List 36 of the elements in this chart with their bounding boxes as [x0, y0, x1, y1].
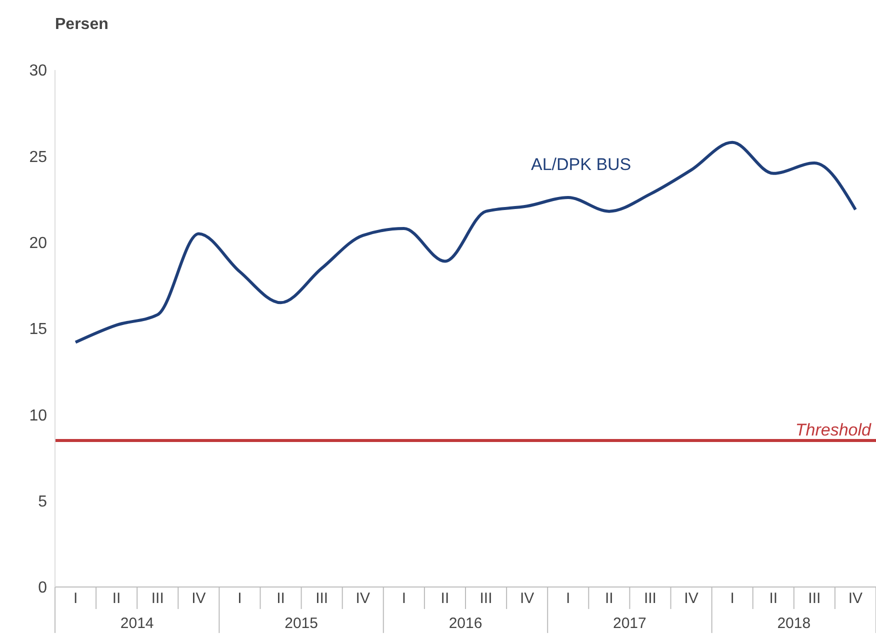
x-tick-label: IV [520, 590, 534, 607]
text: 2017 [613, 615, 646, 632]
x-tick-label: I [402, 590, 406, 607]
y-tick-label: 15 [29, 321, 48, 338]
text: 2016 [448, 615, 482, 632]
x-tick-label: IV [192, 590, 206, 607]
y-axis-title: Persen [55, 16, 108, 34]
x-tick-label: III [151, 590, 164, 607]
x-tick-label: I [566, 590, 570, 607]
x-tick-label: II [112, 590, 121, 607]
x-tick-label: I [73, 590, 78, 607]
y-tick-label: 20 [29, 235, 48, 252]
series-label: AL/DPK BUS [531, 155, 632, 175]
x-tick-label: IV [848, 590, 863, 607]
ref-line-label: Threshold [795, 420, 872, 440]
x-tick-label: III [316, 590, 328, 607]
text: 2015 [284, 615, 318, 632]
y-tick-label: 30 [29, 62, 48, 80]
x-tick-label: II [769, 590, 778, 607]
x-tick-label: II [440, 590, 450, 607]
line-series [74, 140, 857, 344]
x-tick-label: I [730, 590, 734, 607]
x-tick-label: IV [684, 590, 698, 607]
x-tick-label: II [276, 590, 285, 607]
y-tick-label: 25 [29, 148, 48, 166]
y-tick-label: 10 [29, 407, 48, 424]
x-tick-label: II [605, 590, 614, 607]
x-tick-label: III [480, 590, 492, 607]
x-tick-label: I [238, 590, 242, 607]
x-tick-label: III [808, 590, 821, 607]
text: 2014 [120, 615, 154, 632]
text: 2018 [777, 615, 811, 632]
y-tick-label: 0 [38, 580, 48, 597]
x-tick-label: III [644, 590, 656, 607]
x-tick-label: IV [356, 590, 370, 607]
y-tick-label: 5 [38, 494, 48, 511]
